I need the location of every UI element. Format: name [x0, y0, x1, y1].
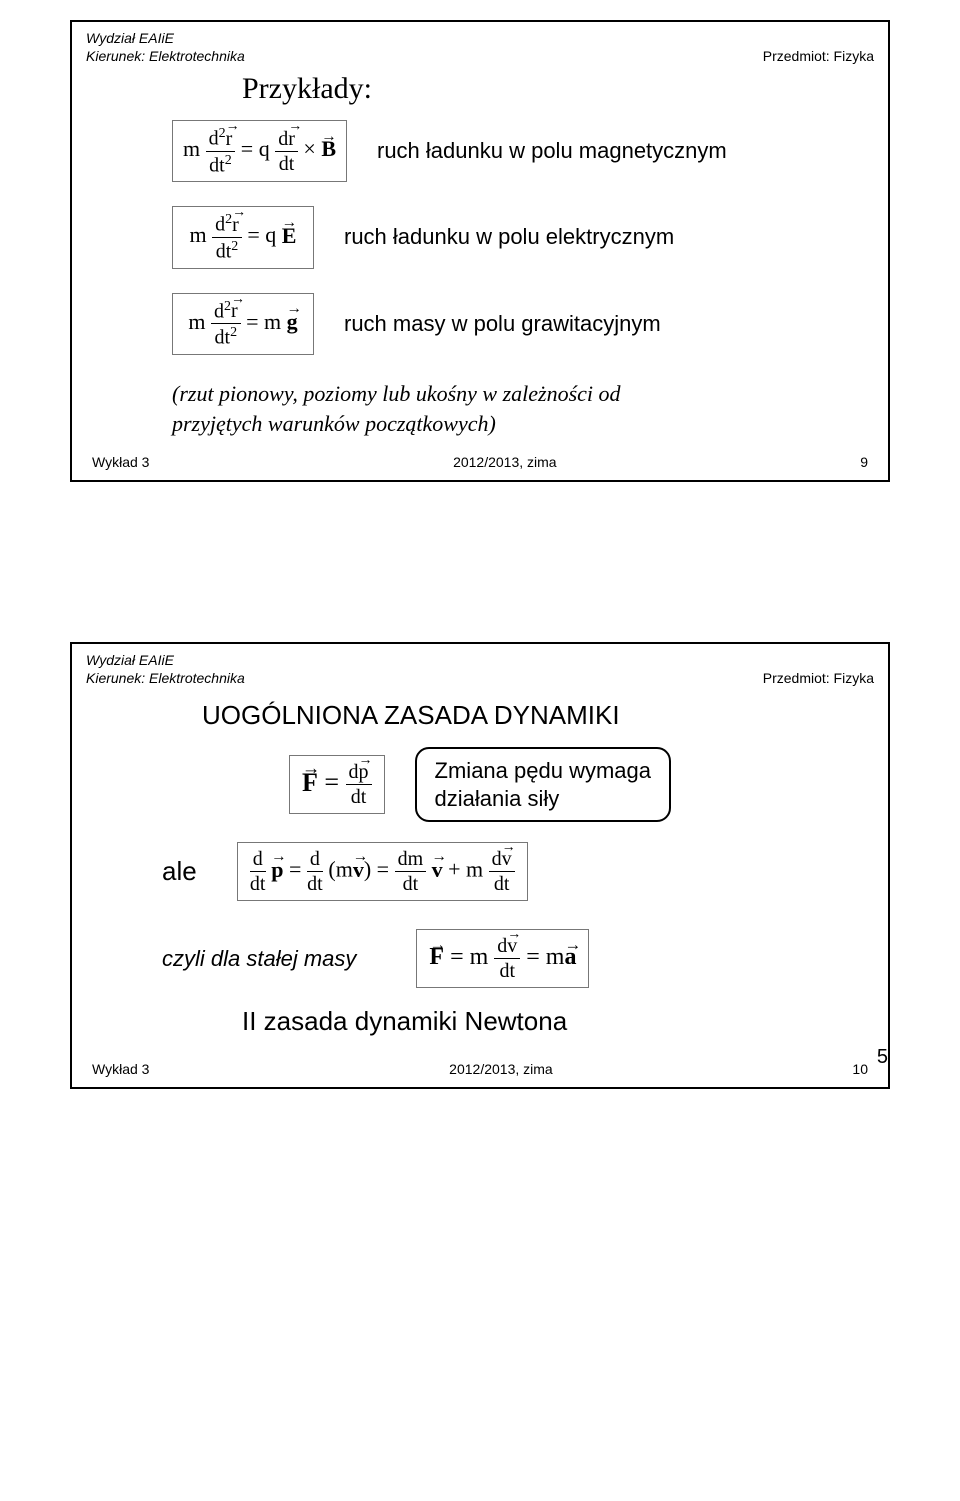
callout-line2: działania siły — [435, 786, 560, 811]
mass-label: czyli dla stałej masy — [162, 946, 356, 972]
equation-magnetic: m d2rdt2 = q drdt × B — [172, 120, 347, 182]
slide-title: Przykłady: — [242, 72, 858, 106]
footer-center: 2012/2013, zima — [449, 1061, 553, 1077]
newton-label: II zasada dynamiki Newtona — [242, 1006, 858, 1037]
callout-line1: Zmiana pędu wymaga — [435, 758, 651, 783]
page-number: 5 — [877, 1046, 888, 1069]
main-equation-row: F = dpdt Zmiana pędu wymaga działania si… — [102, 747, 858, 822]
example-row: m d2rdt2 = m g ruch masy w polu grawitac… — [102, 293, 858, 355]
dept-label: Wydział EAIiE — [86, 30, 874, 46]
equation-desc: ruch ładunku w polu elektrycznym — [344, 224, 674, 250]
slide-footer: Wykład 3 2012/2013, zima 9 — [72, 448, 888, 480]
footer-right: 9 — [860, 454, 868, 470]
equation-force-momentum: F = dpdt — [289, 755, 385, 814]
ale-row: ale ddt p = ddt (mv) = dmdt v + m dvdt — [162, 842, 858, 901]
przedmiot-label: Przedmiot: Fizyka — [763, 48, 874, 64]
slide-header: Wydział EAIiE Kierunek: Elektrotechnika … — [72, 644, 888, 688]
przedmiot-label: Przedmiot: Fizyka — [763, 670, 874, 686]
kierunek-label: Kierunek: Elektrotechnika — [86, 670, 245, 686]
slide-body: Przykłady: m d2rdt2 = q drdt × B ruch ła… — [72, 66, 888, 448]
footer-right: 10 — [852, 1061, 868, 1077]
equation-electric: m d2rdt2 = q E — [172, 206, 314, 268]
slide-gap — [0, 502, 960, 622]
slide-title: UOGÓLNIONA ZASADA DYNAMIKI — [202, 700, 858, 731]
equation-gravity: m d2rdt2 = m g — [172, 293, 314, 355]
equation-desc: ruch ładunku w polu magnetycznym — [377, 138, 727, 164]
kierunek-label: Kierunek: Elektrotechnika — [86, 48, 245, 64]
equation-desc: ruch masy w polu grawitacyjnym — [344, 311, 661, 337]
equation-newton2: F = m dvdt = ma — [416, 929, 589, 988]
page: Wydział EAIiE Kierunek: Elektrotechnika … — [0, 20, 960, 1089]
initial-conditions: (rzut pionowy, poziomy lub ukośny w zale… — [172, 379, 858, 438]
footer-left: Wykład 3 — [92, 1061, 149, 1077]
slide-footer: Wykład 3 2012/2013, zima 10 — [72, 1055, 888, 1087]
equation-momentum-expand: ddt p = ddt (mv) = dmdt v + m dvdt — [237, 842, 528, 901]
slide-body: UOGÓLNIONA ZASADA DYNAMIKI F = dpdt Zmia… — [72, 688, 888, 1055]
init-cond-line2: przyjętych warunków początkowych) — [172, 411, 496, 436]
footer-left: Wykład 3 — [92, 454, 149, 470]
dept-label: Wydział EAIiE — [86, 652, 874, 668]
callout-box: Zmiana pędu wymaga działania siły — [415, 747, 671, 822]
constant-mass-row: czyli dla stałej masy F = m dvdt = ma — [162, 929, 858, 988]
slide-2: Wydział EAIiE Kierunek: Elektrotechnika … — [70, 642, 890, 1089]
init-cond-line1: (rzut pionowy, poziomy lub ukośny w zale… — [172, 381, 621, 406]
slide-header: Wydział EAIiE Kierunek: Elektrotechnika … — [72, 22, 888, 66]
ale-label: ale — [162, 856, 197, 887]
footer-center: 2012/2013, zima — [453, 454, 557, 470]
slide-1: Wydział EAIiE Kierunek: Elektrotechnika … — [70, 20, 890, 482]
example-row: m d2rdt2 = q drdt × B ruch ładunku w pol… — [102, 120, 858, 182]
example-row: m d2rdt2 = q E ruch ładunku w polu elekt… — [102, 206, 858, 268]
